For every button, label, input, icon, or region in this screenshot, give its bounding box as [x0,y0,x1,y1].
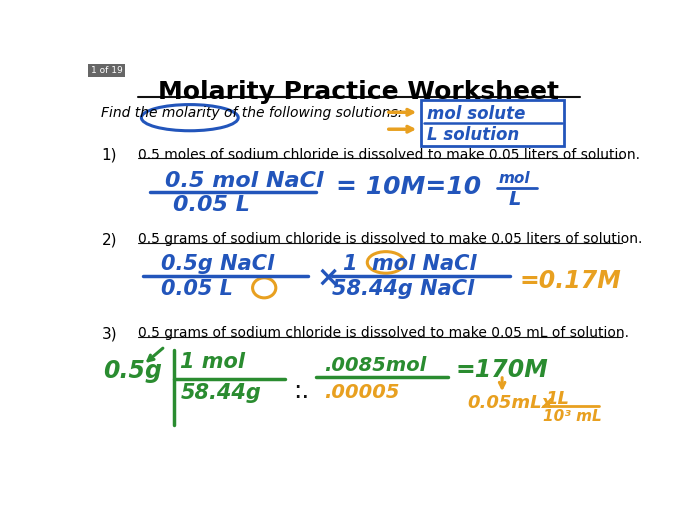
Text: 0.05mLx: 0.05mLx [468,394,554,412]
Text: 1  mol NaCl: 1 mol NaCl [343,254,477,274]
Text: 0.5 grams of sodium chloride is dissolved to make 0.05 mL of solution.: 0.5 grams of sodium chloride is dissolve… [138,327,629,340]
FancyBboxPatch shape [421,100,564,146]
Text: mol: mol [498,171,530,186]
Text: 0.5g NaCl: 0.5g NaCl [161,254,274,274]
Text: 58.44g NaCl: 58.44g NaCl [332,279,474,299]
Text: =0.17M: =0.17M [520,269,622,292]
Text: mol solute: mol solute [427,106,525,123]
Text: 58.44g: 58.44g [181,383,261,403]
Text: .0085mol: .0085mol [324,355,426,375]
Text: L solution: L solution [427,126,519,144]
Text: ×: × [316,264,340,292]
Text: 10³ mL: 10³ mL [543,409,602,424]
Text: 0.05 L: 0.05 L [173,195,250,215]
Text: 1 mol: 1 mol [181,352,246,372]
Text: Molarity Practice Worksheet: Molarity Practice Worksheet [158,80,559,104]
Text: 0.5g: 0.5g [103,360,162,383]
Text: .00005: .00005 [324,383,400,402]
Text: 1 of 19: 1 of 19 [90,66,122,75]
Text: 0.5 moles of sodium chloride is dissolved to make 0.05 liters of solution.: 0.5 moles of sodium chloride is dissolve… [138,148,640,162]
Text: L: L [508,190,521,209]
Text: 1L: 1L [545,390,568,408]
Text: 1): 1) [102,148,117,163]
Text: :.: :. [293,379,309,403]
Text: =170M: =170M [456,358,548,382]
Text: = 10M=10: = 10M=10 [335,175,481,198]
Text: 0.05 L: 0.05 L [161,279,233,299]
Text: 3): 3) [102,327,117,341]
Text: 0.5 mol NaCl: 0.5 mol NaCl [165,171,323,191]
Text: 0.5 grams of sodium chloride is dissolved to make 0.05 liters of solution.: 0.5 grams of sodium chloride is dissolve… [138,233,643,246]
Text: Find the molarity of the following solutions:: Find the molarity of the following solut… [102,106,403,120]
Text: 2): 2) [102,233,117,247]
